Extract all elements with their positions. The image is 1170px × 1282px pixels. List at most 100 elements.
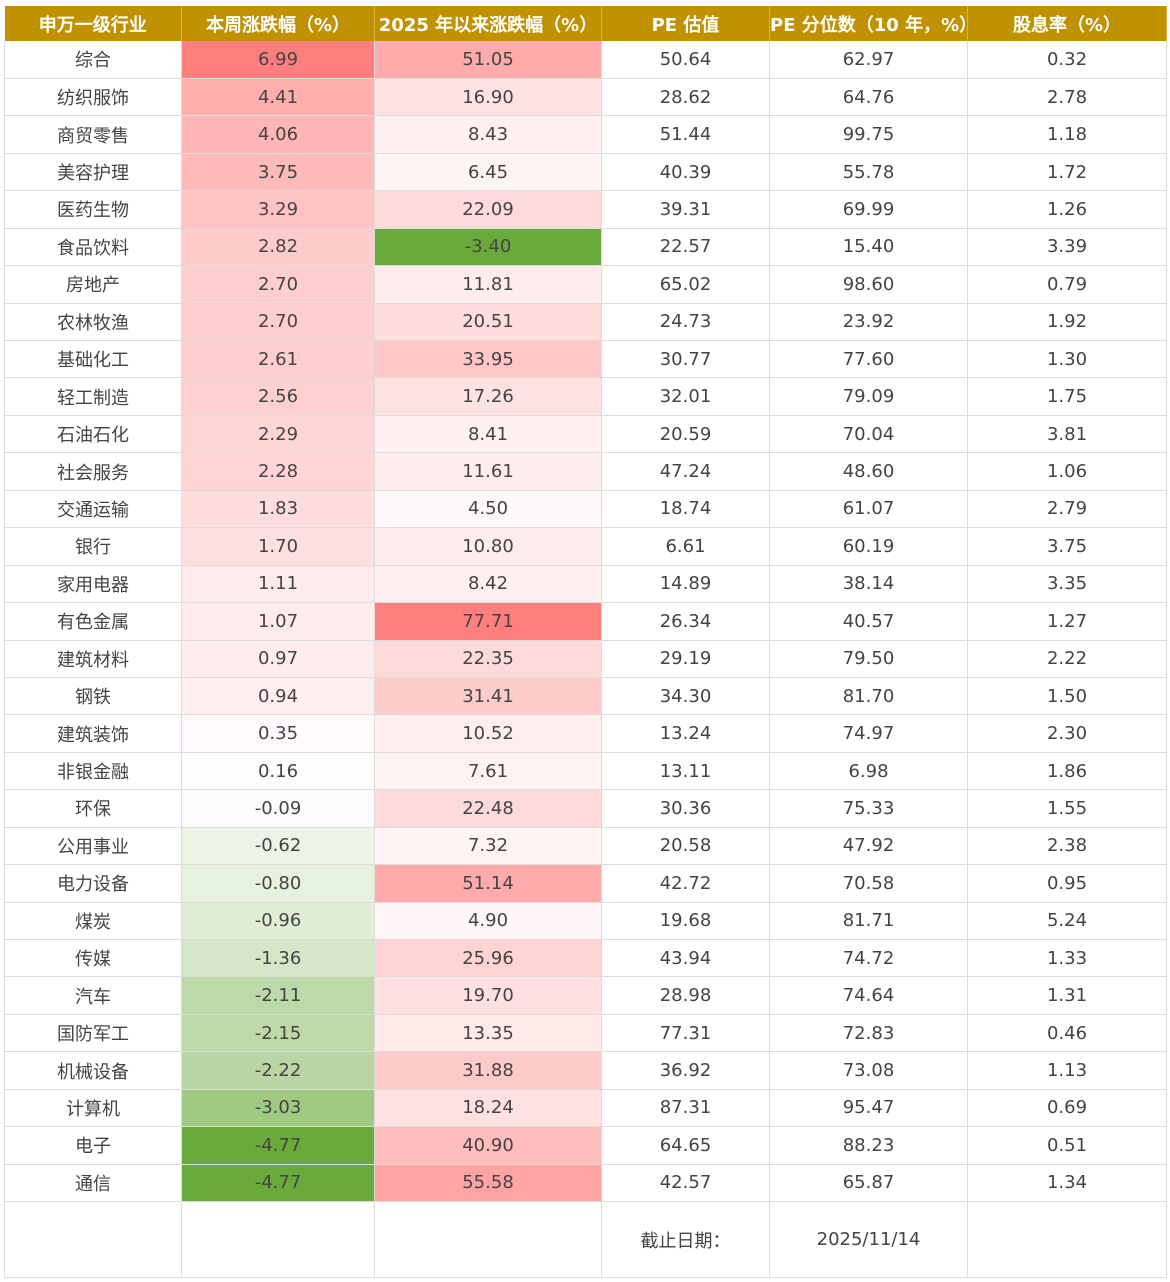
ytd-change-cell: 4.90 <box>374 902 602 941</box>
dividend-yield-cell: 1.13 <box>967 1051 1167 1090</box>
table-row: 电子 -4.77 40.90 64.65 88.23 0.51 <box>4 1126 1167 1165</box>
industry-cell: 煤炭 <box>4 902 182 941</box>
ytd-change-cell: 6.45 <box>374 153 602 192</box>
dividend-yield-cell: 2.22 <box>967 640 1167 678</box>
table-row: 非银金融 0.16 7.61 13.11 6.98 1.86 <box>4 752 1167 791</box>
pe-percentile-cell: 60.19 <box>769 527 968 566</box>
dividend-yield-cell: 1.30 <box>967 340 1167 379</box>
pe-percentile-cell: 81.71 <box>769 902 968 941</box>
dividend-yield-cell: 1.34 <box>967 1164 1167 1203</box>
dividend-yield-cell: 3.75 <box>967 527 1167 566</box>
footer-empty-cell <box>181 1201 375 1279</box>
pe-cell: 42.57 <box>601 1164 770 1203</box>
table-row: 钢铁 0.94 31.41 34.30 81.70 1.50 <box>4 677 1167 716</box>
weekly-change-cell: -4.77 <box>181 1164 375 1203</box>
pe-cell: 28.62 <box>601 78 770 117</box>
pe-percentile-cell: 70.04 <box>769 415 968 454</box>
dividend-yield-cell: 1.50 <box>967 677 1167 716</box>
weekly-change-cell: 2.70 <box>181 303 375 342</box>
ytd-change-cell: 40.90 <box>374 1126 602 1165</box>
industry-cell: 美容护理 <box>4 153 182 192</box>
pe-cell: 20.59 <box>601 415 770 454</box>
pe-cell: 65.02 <box>601 265 770 304</box>
weekly-change-cell: 0.97 <box>181 640 375 678</box>
weekly-change-cell: 4.06 <box>181 115 375 154</box>
pe-percentile-cell: 40.57 <box>769 602 968 641</box>
industry-cell: 建筑装饰 <box>4 714 182 753</box>
industry-cell: 国防军工 <box>4 1014 182 1053</box>
dividend-yield-cell: 1.75 <box>967 377 1167 416</box>
weekly-change-cell: -2.22 <box>181 1051 375 1090</box>
industry-cell: 计算机 <box>4 1089 182 1128</box>
pe-percentile-cell: 6.98 <box>769 752 968 791</box>
pe-cell: 13.24 <box>601 714 770 753</box>
industry-cell: 电力设备 <box>4 864 182 903</box>
dividend-yield-cell: 0.79 <box>967 265 1167 304</box>
ytd-change-cell: 4.50 <box>374 490 602 529</box>
table-row: 电力设备 -0.80 51.14 42.72 70.58 0.95 <box>4 864 1167 903</box>
ytd-change-cell: 55.58 <box>374 1164 602 1203</box>
dividend-yield-cell: 2.79 <box>967 490 1167 529</box>
pe-cell: 64.65 <box>601 1126 770 1165</box>
ytd-change-cell: 10.52 <box>374 714 602 753</box>
pe-percentile-cell: 65.87 <box>769 1164 968 1203</box>
table-row: 国防军工 -2.15 13.35 77.31 72.83 0.46 <box>4 1014 1167 1053</box>
industry-cell: 家用电器 <box>4 565 182 604</box>
weekly-change-cell: 4.41 <box>181 78 375 117</box>
dividend-yield-cell: 5.24 <box>967 902 1167 941</box>
table-row: 计算机 -3.03 18.24 87.31 95.47 0.69 <box>4 1089 1167 1128</box>
dividend-yield-cell: 3.39 <box>967 228 1167 267</box>
ytd-change-cell: 7.61 <box>374 752 602 791</box>
dividend-yield-cell: 0.69 <box>967 1089 1167 1128</box>
ytd-change-cell: 7.32 <box>374 827 602 866</box>
ytd-change-cell: 31.41 <box>374 677 602 716</box>
ytd-change-cell: 33.95 <box>374 340 602 379</box>
pe-percentile-cell: 47.92 <box>769 827 968 866</box>
industry-cell: 公用事业 <box>4 827 182 866</box>
industry-cell: 轻工制造 <box>4 377 182 416</box>
weekly-change-cell: 1.11 <box>181 565 375 604</box>
table-row: 医药生物 3.29 22.09 39.31 69.99 1.26 <box>4 190 1167 229</box>
ytd-change-cell: 17.26 <box>374 377 602 416</box>
pe-percentile-cell: 62.97 <box>769 41 968 79</box>
ytd-change-cell: 31.88 <box>374 1051 602 1090</box>
dividend-yield-cell: 2.30 <box>967 714 1167 753</box>
weekly-change-cell: 0.16 <box>181 752 375 791</box>
header-pe-percentile: PE 分位数（10 年，%） <box>769 6 968 41</box>
industry-cell: 交通运输 <box>4 490 182 529</box>
ytd-change-cell: 22.09 <box>374 190 602 229</box>
dividend-yield-cell: 1.92 <box>967 303 1167 342</box>
pe-cell: 19.68 <box>601 902 770 941</box>
industry-cell: 传媒 <box>4 939 182 978</box>
pe-cell: 34.30 <box>601 677 770 716</box>
table-row: 社会服务 2.28 11.61 47.24 48.60 1.06 <box>4 452 1167 491</box>
table-header: 申万一级行业 本周涨跌幅（%） 2025 年以来涨跌幅（%） PE 估值 PE … <box>4 6 1167 41</box>
header-industry: 申万一级行业 <box>4 6 182 41</box>
ytd-change-cell: 51.14 <box>374 864 602 903</box>
dividend-yield-cell: 1.55 <box>967 789 1167 828</box>
ytd-change-cell: 77.71 <box>374 602 602 641</box>
pe-percentile-cell: 79.50 <box>769 640 968 678</box>
weekly-change-cell: 0.35 <box>181 714 375 753</box>
pe-cell: 24.73 <box>601 303 770 342</box>
pe-percentile-cell: 70.58 <box>769 864 968 903</box>
table-row: 纺织服饰 4.41 16.90 28.62 64.76 2.78 <box>4 78 1167 117</box>
dividend-yield-cell: 0.46 <box>967 1014 1167 1053</box>
weekly-change-cell: 2.82 <box>181 228 375 267</box>
dividend-yield-cell: 1.31 <box>967 976 1167 1015</box>
industry-cell: 石油石化 <box>4 415 182 454</box>
table-row: 环保 -0.09 22.48 30.36 75.33 1.55 <box>4 789 1167 828</box>
header-weekly-change: 本周涨跌幅（%） <box>181 6 375 41</box>
industry-cell: 建筑材料 <box>4 640 182 678</box>
dividend-yield-cell: 0.32 <box>967 41 1167 79</box>
pe-cell: 14.89 <box>601 565 770 604</box>
ytd-change-cell: 10.80 <box>374 527 602 566</box>
pe-cell: 50.64 <box>601 41 770 79</box>
pe-cell: 18.74 <box>601 490 770 529</box>
pe-percentile-cell: 73.08 <box>769 1051 968 1090</box>
table-row: 美容护理 3.75 6.45 40.39 55.78 1.72 <box>4 153 1167 192</box>
pe-percentile-cell: 75.33 <box>769 789 968 828</box>
dividend-yield-cell: 1.26 <box>967 190 1167 229</box>
pe-percentile-cell: 69.99 <box>769 190 968 229</box>
table-body: 综合 6.99 51.05 50.64 62.97 0.32 纺织服饰 4.41 16.90 28… <box>4 41 1167 1203</box>
